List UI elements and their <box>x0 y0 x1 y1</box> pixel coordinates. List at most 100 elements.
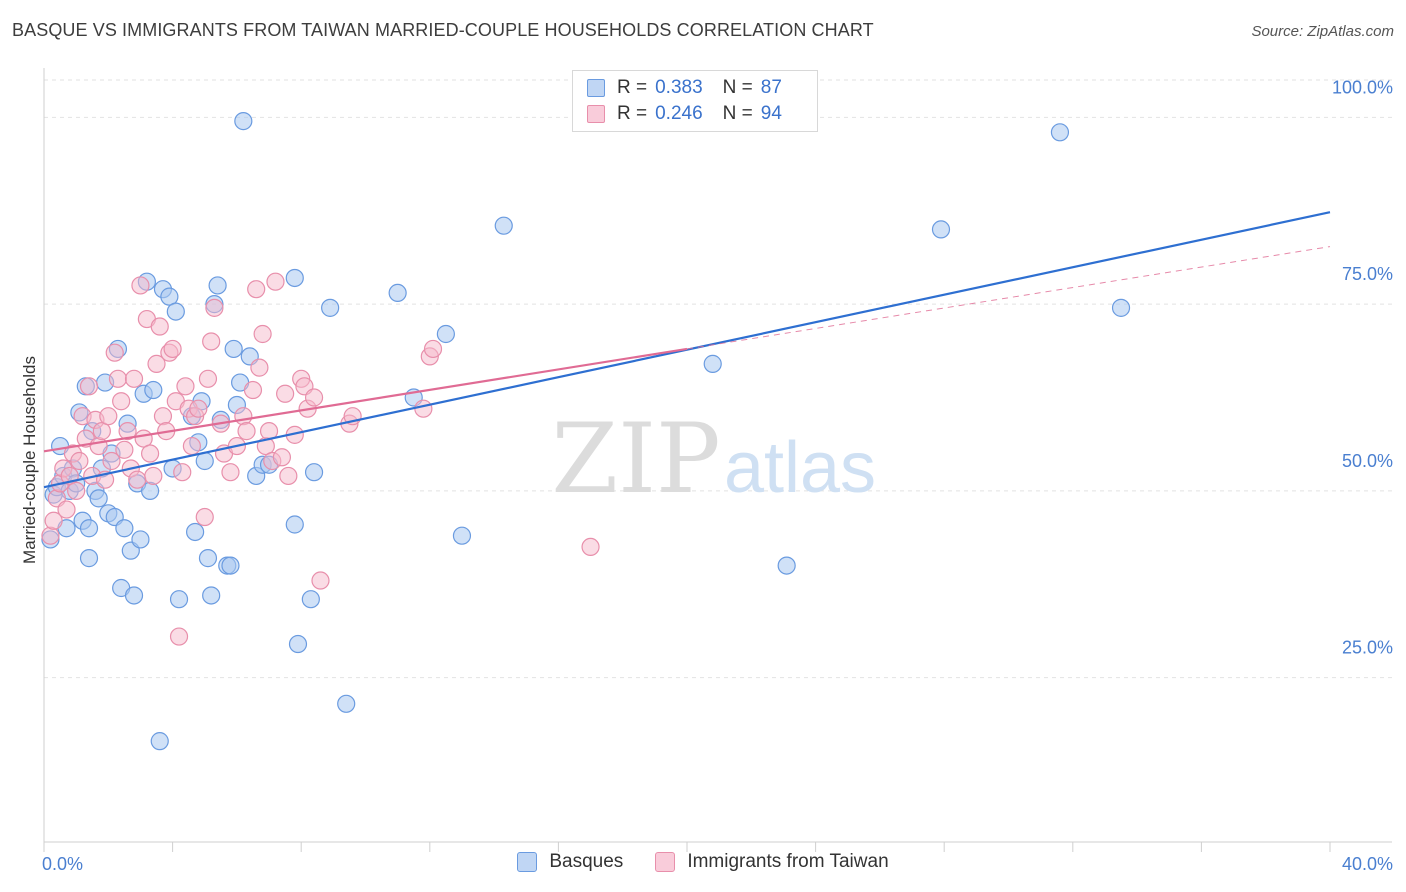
basques-point <box>288 634 308 654</box>
series-legend: Basques Immigrants from Taiwan <box>0 851 1406 873</box>
taiwan-point <box>202 332 221 351</box>
taiwan-point <box>423 339 443 359</box>
x-tick-label-max: 40.0% <box>1342 854 1393 874</box>
taiwan-point <box>115 440 134 459</box>
basques-point <box>89 489 108 508</box>
taiwan-point <box>198 369 218 388</box>
basques-point <box>285 515 304 534</box>
taiwan-point <box>266 272 285 291</box>
legend-swatch-blue <box>517 852 538 872</box>
chart-title: BASQUE VS IMMIGRANTS FROM TAIWAN MARRIED… <box>12 20 874 40</box>
legend-swatch-pink <box>587 105 605 123</box>
taiwan-point <box>140 444 160 463</box>
legend-r-value: 0.246 <box>655 103 703 124</box>
legend-r-value: 0.383 <box>655 77 703 98</box>
basques-point <box>777 556 796 575</box>
taiwan-point <box>311 571 330 590</box>
basques-point <box>304 463 324 482</box>
basques-point <box>388 283 407 303</box>
legend-item-taiwan[interactable]: Immigrants from Taiwan <box>655 851 889 873</box>
axis-labels: 25.0% 50.0% 75.0% 100.0% 0.0% 40.0% Married-co… <box>20 77 1393 874</box>
basques-point <box>169 590 189 609</box>
taiwan-point <box>247 280 266 299</box>
basques-point <box>166 302 185 321</box>
legend-row-basques: R = 0.383 N = 87 <box>587 77 782 99</box>
taiwan-point <box>173 463 192 482</box>
taiwan-point <box>105 343 124 362</box>
taiwan-point <box>205 298 224 317</box>
basques-point <box>1050 123 1070 142</box>
taiwan-point <box>99 407 118 426</box>
legend-n-label: N = <box>722 77 753 98</box>
taiwan-point <box>253 324 272 344</box>
taiwan-point <box>92 422 111 441</box>
basques-point <box>494 216 513 235</box>
basques-point <box>79 519 99 538</box>
basques-point <box>931 220 951 239</box>
legend-n-value: 94 <box>760 103 782 124</box>
taiwan-point <box>147 354 166 373</box>
watermark: ZIP atlas <box>551 403 876 515</box>
taiwan-point <box>276 384 295 403</box>
basques-point <box>452 526 472 545</box>
taiwan-point <box>250 358 269 377</box>
basques-point <box>160 287 179 306</box>
basques-point <box>79 549 99 568</box>
y-tick-label: 100.0% <box>1332 77 1393 97</box>
legend-n-value: 87 <box>760 77 782 98</box>
basques-point <box>124 586 144 605</box>
legend-r-label: R = <box>617 103 648 124</box>
basques-point <box>131 530 150 549</box>
taiwan-point <box>195 507 214 527</box>
y-tick-label: 50.0% <box>1342 451 1393 471</box>
basques-point <box>301 590 320 609</box>
taiwan-point <box>70 451 89 471</box>
taiwan-point <box>102 451 121 471</box>
taiwan-point <box>272 448 292 467</box>
taiwan-point <box>414 399 433 418</box>
taiwan-point <box>182 436 201 456</box>
taiwan-point <box>44 511 63 530</box>
taiwan-point <box>234 407 253 426</box>
taiwan-point <box>112 392 131 411</box>
taiwan-trend-line <box>43 347 688 453</box>
basques-point <box>115 519 134 538</box>
taiwan-point <box>243 380 263 400</box>
taiwan-point <box>108 369 128 388</box>
taiwan-point <box>581 537 600 557</box>
legend-row-taiwan: R = 0.246 N = 94 <box>587 103 782 125</box>
y-tick-label: 25.0% <box>1342 638 1393 658</box>
trend-lines <box>43 211 1331 489</box>
source-label: Source: ZipAtlas.com <box>1251 23 1394 40</box>
correlation-legend: R = 0.383 N = 87 R = 0.246 N = 94 <box>572 70 818 132</box>
y-axis-title: Married-couple Households <box>20 356 39 564</box>
taiwan-trend-extension <box>686 246 1331 350</box>
taiwan-point <box>169 627 189 646</box>
legend-item-basques[interactable]: Basques <box>517 851 623 873</box>
basques-point <box>321 298 340 317</box>
taiwan-point <box>89 436 108 456</box>
taiwan-point <box>153 407 173 426</box>
basques-point <box>208 276 227 295</box>
taiwan-point <box>279 466 298 486</box>
basques-point <box>221 556 240 575</box>
legend-n-label: N = <box>722 103 753 124</box>
basques-point <box>436 324 455 344</box>
taiwan-point <box>67 481 86 500</box>
basques-point <box>234 111 253 131</box>
basques-point <box>150 732 169 751</box>
basques-point <box>198 549 218 568</box>
taiwan-point <box>118 422 137 441</box>
basques-point <box>186 522 205 542</box>
taiwan-point <box>41 526 60 545</box>
legend-label-taiwan: Immigrants from Taiwan <box>687 851 889 872</box>
taiwan-point <box>150 317 169 336</box>
basques-point <box>144 380 163 400</box>
taiwan-point <box>163 339 182 359</box>
taiwan-point <box>221 463 240 482</box>
legend-swatch-pink <box>655 852 676 872</box>
taiwan-point <box>144 466 163 486</box>
x-tick-label-min: 0.0% <box>42 854 83 874</box>
taiwan-point <box>131 276 150 295</box>
